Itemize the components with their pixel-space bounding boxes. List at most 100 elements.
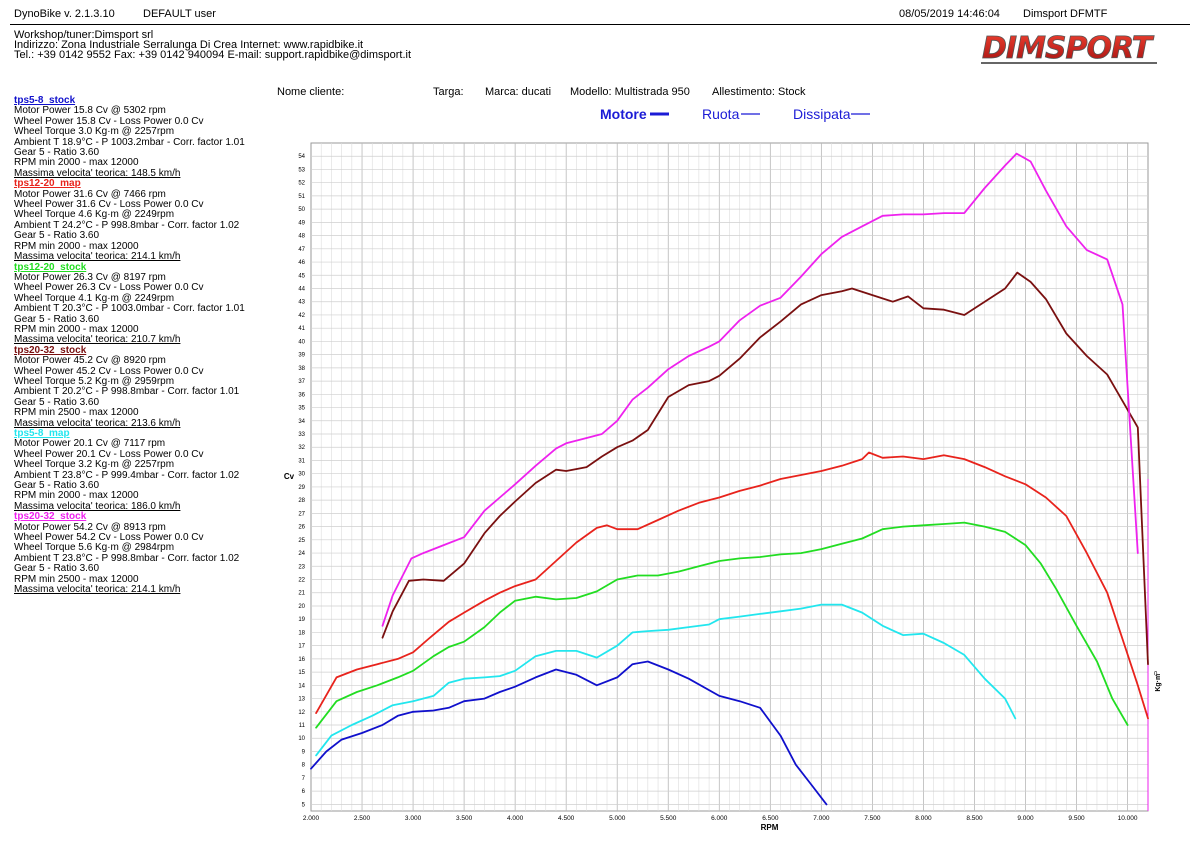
- x-tick-label: 8.500: [966, 815, 983, 822]
- run-detail-line: Wheel Torque 3.2 Kg·m @ 2257rpm: [14, 459, 175, 471]
- y-tick-label: 19: [298, 617, 305, 623]
- y-tick-label: 53: [298, 167, 305, 173]
- run-detail-line: Gear 5 - Ratio 3.60: [14, 230, 100, 242]
- run-block: tps5-8_stock Motor Power 15.8 Cv @ 5302 r…: [14, 95, 245, 179]
- run-name[interactable]: tps20-32_stock: [14, 344, 87, 356]
- x-axis-label: RPM: [761, 823, 779, 832]
- run-detail-line: Gear 5 - Ratio 3.60: [14, 313, 100, 325]
- run-detail-line: RPM min 2500 - max 12000: [14, 573, 139, 585]
- x-tick-label: 10.000: [1118, 815, 1138, 822]
- run-detail-line: Wheel Power 15.8 Cv - Loss Power 0.0 Cv: [14, 115, 204, 127]
- datetime: 08/05/2019 14:46:04: [899, 8, 1000, 20]
- y-axis-label: Cv: [284, 472, 295, 481]
- y-tick-label: 36: [298, 392, 305, 398]
- run-detail-line: Ambient T 24.2°C - P 998.8mbar - Corr. f…: [14, 219, 240, 231]
- y-tick-label: 21: [298, 591, 305, 597]
- y-tick-label: 37: [298, 379, 305, 385]
- y2-axis-label: Kg·m: [1155, 674, 1162, 692]
- workshop-line-3: Tel.: +39 0142 9552 Fax: +39 0142 940094…: [14, 49, 412, 61]
- dimsport-logo: DIMSPORT: [981, 31, 1157, 66]
- y-tick-label: 10: [298, 736, 305, 742]
- y-tick-label: 34: [298, 419, 305, 425]
- x-tick-label: 3.000: [405, 815, 422, 822]
- run-detail-line: Wheel Torque 5.2 Kg·m @ 2959rpm: [14, 375, 175, 387]
- legend-ruota[interactable]: Ruota: [702, 106, 740, 122]
- y-tick-label: 15: [298, 670, 305, 676]
- x-tick-label: 7.000: [813, 815, 830, 822]
- run-detail-line: RPM min 2000 - max 12000: [14, 157, 139, 169]
- run-block: tps12-20_stock Motor Power 26.3 Cv @ 8197…: [14, 261, 245, 346]
- x-tick-label: 3.500: [456, 815, 473, 822]
- run-detail-line: Ambient T 23.8°C - P 999.4mbar - Corr. f…: [14, 469, 240, 481]
- y-tick-label: 20: [298, 604, 305, 610]
- y-tick-label: 28: [298, 498, 305, 504]
- y-tick-label: 39: [298, 353, 305, 359]
- run-name[interactable]: tps5-8_map: [14, 428, 70, 439]
- x-tick-label: 5.500: [660, 815, 677, 822]
- y-tick-label: 5: [302, 802, 306, 808]
- run-detail-line: Gear 5 - Ratio 3.60: [14, 396, 100, 408]
- legend-dissipata[interactable]: Dissipata: [793, 106, 851, 122]
- run-list: tps5-8_stock Motor Power 15.8 Cv @ 5302 r…: [14, 95, 245, 596]
- y-tick-label: 11: [299, 723, 306, 729]
- y-tick-label: 7: [302, 776, 306, 782]
- run-name[interactable]: tps12-20_map: [14, 178, 81, 190]
- run-detail-line: Gear 5 - Ratio 3.60: [14, 563, 100, 575]
- y-tick-label: 40: [298, 339, 305, 345]
- workshop-line-1: Workshop/tuner:Dimsport srl: [14, 29, 154, 41]
- run-detail-line: Wheel Power 45.2 Cv - Loss Power 0.0 Cv: [14, 365, 204, 377]
- y-tick-label: 33: [298, 432, 305, 438]
- brand-label: Marca: ducati: [485, 86, 552, 98]
- y-tick-label: 41: [298, 326, 305, 332]
- y-tick-label: 13: [298, 697, 305, 703]
- run-max-speed: Massima velocita' teorica: 148.5 km/h: [14, 167, 181, 179]
- run-detail-line: Wheel Torque 4.1 Kg·m @ 2249rpm: [14, 292, 175, 304]
- run-detail-line: Motor Power 31.6 Cv @ 7466 rpm: [14, 188, 166, 200]
- run-detail-line: Wheel Power 31.6 Cv - Loss Power 0.0 Cv: [14, 199, 204, 211]
- y-tick-label: 51: [298, 194, 305, 200]
- legend-ruota-line: [741, 106, 761, 123]
- y-tick-label: 8: [302, 763, 306, 769]
- run-detail-line: Motor Power 26.3 Cv @ 8197 rpm: [14, 271, 166, 283]
- y-tick-label: 27: [298, 511, 305, 517]
- x-tick-label: 4.000: [507, 815, 524, 822]
- run-detail-line: Gear 5 - Ratio 3.60: [14, 147, 100, 159]
- run-detail-line: Wheel Torque 5.6 Kg·m @ 2984rpm: [14, 542, 175, 554]
- y-tick-label: 14: [298, 683, 305, 689]
- plate-label: Targa:: [433, 86, 464, 98]
- y-tick-label: 9: [302, 749, 306, 755]
- run-detail-line: Ambient T 23.8°C - P 998.8mbar - Corr. f…: [14, 552, 240, 564]
- software-version: DynoBike v. 2.1.3.10: [14, 8, 115, 20]
- x-tick-label: 8.000: [915, 815, 932, 822]
- series-line: [315, 521, 1129, 729]
- run-block: tps20-32_stock Motor Power 45.2 Cv @ 8920…: [14, 344, 245, 429]
- y-tick-label: 43: [298, 300, 305, 306]
- x-tick-label: 6.500: [762, 815, 779, 822]
- run-max-speed: Massima velocita' teorica: 213.6 km/h: [14, 417, 181, 429]
- x-tick-label: 2.000: [303, 815, 320, 822]
- y-tick-label: 26: [298, 525, 305, 531]
- setup-label: Allestimento: Stock: [712, 86, 806, 98]
- run-detail-line: Motor Power 20.1 Cv @ 7117 rpm: [14, 438, 166, 450]
- x-tick-label: 6.000: [711, 815, 728, 822]
- y-tick-label: 50: [298, 207, 305, 213]
- run-detail-line: RPM min 2000 - max 12000: [14, 323, 139, 335]
- run-detail-line: Wheel Power 20.1 Cv - Loss Power 0.0 Cv: [14, 448, 204, 460]
- legend-motore-line: [650, 106, 670, 123]
- y-tick-label: 52: [298, 181, 305, 187]
- run-detail-line: Wheel Power 26.3 Cv - Loss Power 0.0 Cv: [14, 282, 204, 294]
- run-max-speed: Massima velocita' teorica: 186.0 km/h: [14, 500, 181, 512]
- legend-motore[interactable]: Motore: [600, 106, 647, 122]
- run-max-speed: Massima velocita' teorica: 210.7 km/h: [14, 334, 181, 346]
- y-tick-label: 12: [298, 710, 305, 716]
- y-tick-label: 35: [298, 406, 305, 412]
- x-tick-label: 7.500: [864, 815, 881, 822]
- y-tick-label: 38: [298, 366, 305, 372]
- run-name[interactable]: tps12-20_stock: [14, 261, 87, 273]
- run-name[interactable]: tps20-32_stock: [14, 511, 87, 523]
- run-detail-line: Wheel Torque 4.6 Kg·m @ 2249rpm: [14, 209, 175, 221]
- y-tick-label: 17: [298, 644, 305, 650]
- y-tick-label: 47: [298, 247, 305, 253]
- run-name[interactable]: tps5-8_stock: [14, 95, 76, 106]
